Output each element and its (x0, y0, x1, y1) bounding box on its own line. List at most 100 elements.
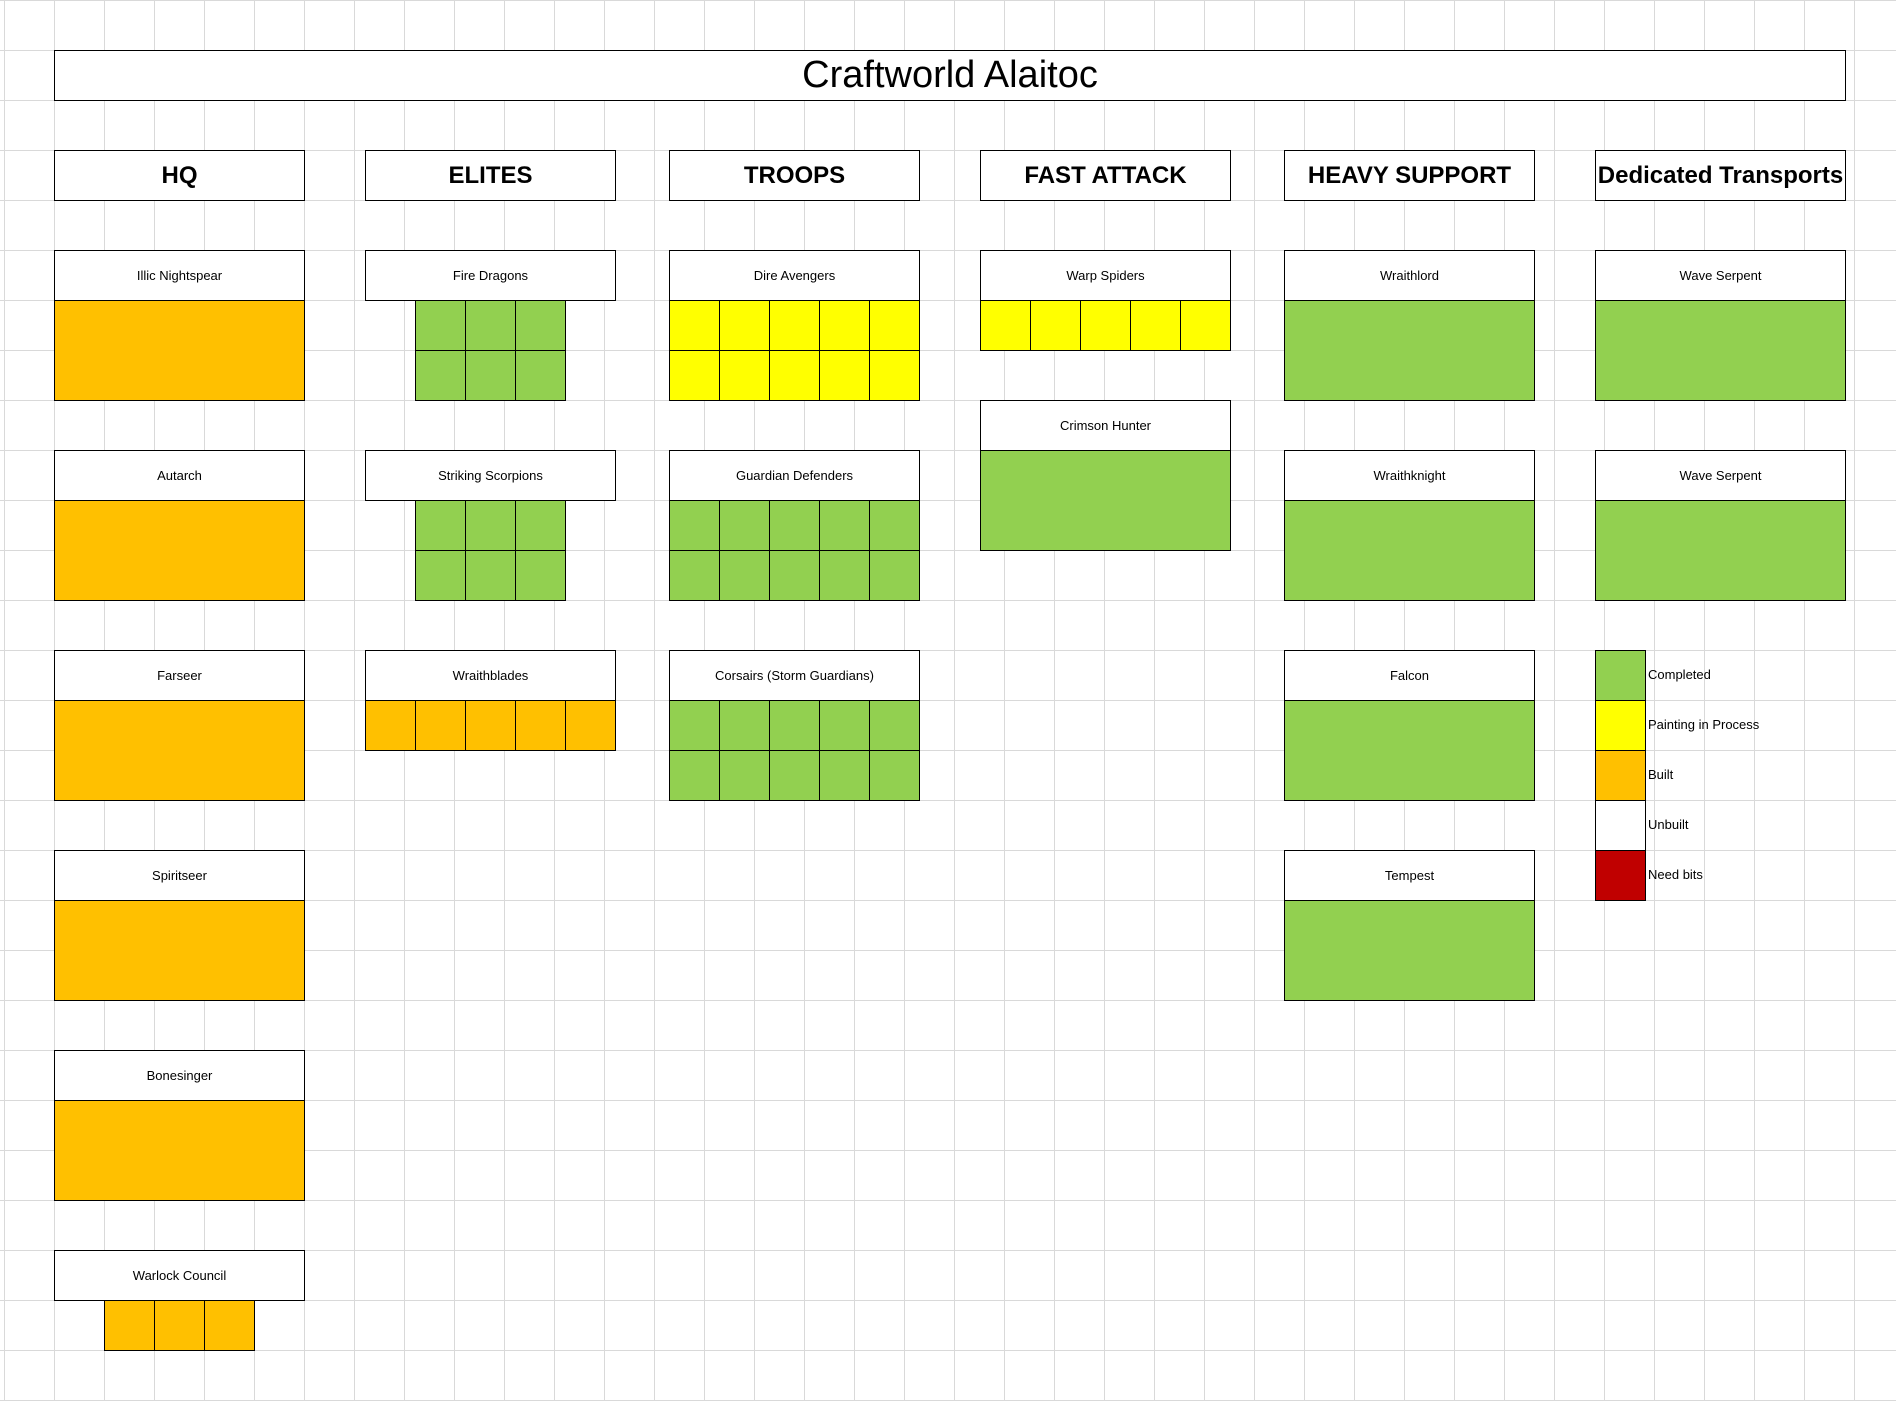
unit-status-block[interactable] (1284, 700, 1535, 801)
category-header-dedicated-transports[interactable]: Dedicated Transports (1595, 150, 1846, 201)
model-status-cell[interactable] (819, 300, 870, 351)
model-status-cell[interactable] (719, 550, 770, 601)
model-status-cell[interactable] (819, 550, 870, 601)
category-header-elites[interactable]: ELITES (365, 150, 616, 201)
model-status-cell[interactable] (1180, 300, 1231, 351)
model-status-cell[interactable] (869, 300, 920, 351)
unit-status-block[interactable] (1284, 500, 1535, 601)
model-status-cell[interactable] (769, 500, 820, 551)
model-status-cell[interactable] (869, 550, 920, 601)
model-status-cell[interactable] (769, 350, 820, 401)
model-status-cell[interactable] (719, 750, 770, 801)
model-status-cell[interactable] (769, 750, 820, 801)
unit-label-farseer[interactable]: Farseer (54, 650, 305, 701)
model-status-cell[interactable] (515, 350, 566, 401)
model-status-cell[interactable] (669, 700, 720, 751)
legend-swatch-completed (1595, 650, 1646, 701)
category-header-fast-attack[interactable]: FAST ATTACK (980, 150, 1231, 201)
model-status-cell[interactable] (769, 550, 820, 601)
model-status-cell[interactable] (204, 1300, 255, 1351)
model-status-cell[interactable] (415, 300, 466, 351)
model-status-cell[interactable] (869, 350, 920, 401)
unit-label-wave-serpent[interactable]: Wave Serpent (1595, 450, 1846, 501)
model-status-cell[interactable] (415, 550, 466, 601)
unit-status-block[interactable] (54, 300, 305, 401)
legend-swatch-built (1595, 750, 1646, 801)
unit-status-block[interactable] (54, 900, 305, 1001)
unit-label-wraithknight[interactable]: Wraithknight (1284, 450, 1535, 501)
model-status-cell[interactable] (819, 350, 870, 401)
category-header-troops[interactable]: TROOPS (669, 150, 920, 201)
model-status-cell[interactable] (869, 700, 920, 751)
category-header-hq[interactable]: HQ (54, 150, 305, 201)
model-status-cell[interactable] (465, 300, 516, 351)
category-header-heavy-support[interactable]: HEAVY SUPPORT (1284, 150, 1535, 201)
model-status-cell[interactable] (1130, 300, 1181, 351)
model-status-cell[interactable] (669, 350, 720, 401)
model-status-cell[interactable] (465, 700, 516, 751)
model-status-cell[interactable] (515, 700, 566, 751)
model-status-cell[interactable] (819, 750, 870, 801)
legend-swatch-painting (1595, 700, 1646, 751)
model-status-cell[interactable] (104, 1300, 155, 1351)
model-status-cell[interactable] (465, 350, 516, 401)
model-status-cell[interactable] (719, 700, 770, 751)
unit-label-fire-dragons[interactable]: Fire Dragons (365, 250, 616, 301)
unit-label-wave-serpent[interactable]: Wave Serpent (1595, 250, 1846, 301)
model-status-cell[interactable] (465, 500, 516, 551)
unit-label-guardian-defenders[interactable]: Guardian Defenders (669, 450, 920, 501)
model-status-cell[interactable] (465, 550, 516, 601)
unit-label-bonesinger[interactable]: Bonesinger (54, 1050, 305, 1101)
model-status-cell[interactable] (819, 700, 870, 751)
model-status-cell[interactable] (1030, 300, 1081, 351)
model-status-cell[interactable] (669, 300, 720, 351)
unit-status-block[interactable] (1284, 900, 1535, 1001)
model-status-cell[interactable] (719, 350, 770, 401)
model-status-cell[interactable] (154, 1300, 205, 1351)
model-status-cell[interactable] (669, 500, 720, 551)
unit-label-wraithlord[interactable]: Wraithlord (1284, 250, 1535, 301)
model-status-cell[interactable] (869, 750, 920, 801)
model-status-cell[interactable] (1080, 300, 1131, 351)
unit-status-block[interactable] (980, 450, 1231, 551)
model-status-cell[interactable] (719, 300, 770, 351)
page-title[interactable]: Craftworld Alaitoc (54, 50, 1846, 101)
model-status-cell[interactable] (565, 700, 616, 751)
unit-label-wraithblades[interactable]: Wraithblades (365, 650, 616, 701)
unit-label-warlock-council[interactable]: Warlock Council (54, 1250, 305, 1301)
unit-label-warp-spiders[interactable]: Warp Spiders (980, 250, 1231, 301)
unit-label-crimson-hunter[interactable]: Crimson Hunter (980, 400, 1231, 451)
legend-swatch-need-bits (1595, 850, 1646, 901)
unit-label-striking-scorpions[interactable]: Striking Scorpions (365, 450, 616, 501)
model-status-cell[interactable] (719, 500, 770, 551)
legend-label-need-bits: Need bits (1648, 867, 1703, 882)
model-status-cell[interactable] (415, 700, 466, 751)
unit-status-block[interactable] (1595, 300, 1846, 401)
unit-status-block[interactable] (54, 1100, 305, 1201)
model-status-cell[interactable] (515, 500, 566, 551)
model-status-cell[interactable] (819, 500, 870, 551)
model-status-cell[interactable] (415, 500, 466, 551)
unit-label-falcon[interactable]: Falcon (1284, 650, 1535, 701)
model-status-cell[interactable] (980, 300, 1031, 351)
unit-status-block[interactable] (54, 500, 305, 601)
model-status-cell[interactable] (415, 350, 466, 401)
model-status-cell[interactable] (515, 300, 566, 351)
unit-status-block[interactable] (1284, 300, 1535, 401)
unit-label-dire-avengers[interactable]: Dire Avengers (669, 250, 920, 301)
unit-label-illic-nightspear[interactable]: Illic Nightspear (54, 250, 305, 301)
unit-label-corsairs-storm-guardians[interactable]: Corsairs (Storm Guardians) (669, 650, 920, 701)
model-status-cell[interactable] (669, 550, 720, 601)
unit-status-block[interactable] (1595, 500, 1846, 601)
unit-label-spiritseer[interactable]: Spiritseer (54, 850, 305, 901)
model-status-cell[interactable] (365, 700, 416, 751)
model-status-cell[interactable] (515, 550, 566, 601)
model-status-cell[interactable] (769, 300, 820, 351)
unit-status-block[interactable] (54, 700, 305, 801)
model-status-cell[interactable] (869, 500, 920, 551)
unit-label-autarch[interactable]: Autarch (54, 450, 305, 501)
unit-label-tempest[interactable]: Tempest (1284, 850, 1535, 901)
model-status-cell[interactable] (769, 700, 820, 751)
model-status-cell[interactable] (669, 750, 720, 801)
